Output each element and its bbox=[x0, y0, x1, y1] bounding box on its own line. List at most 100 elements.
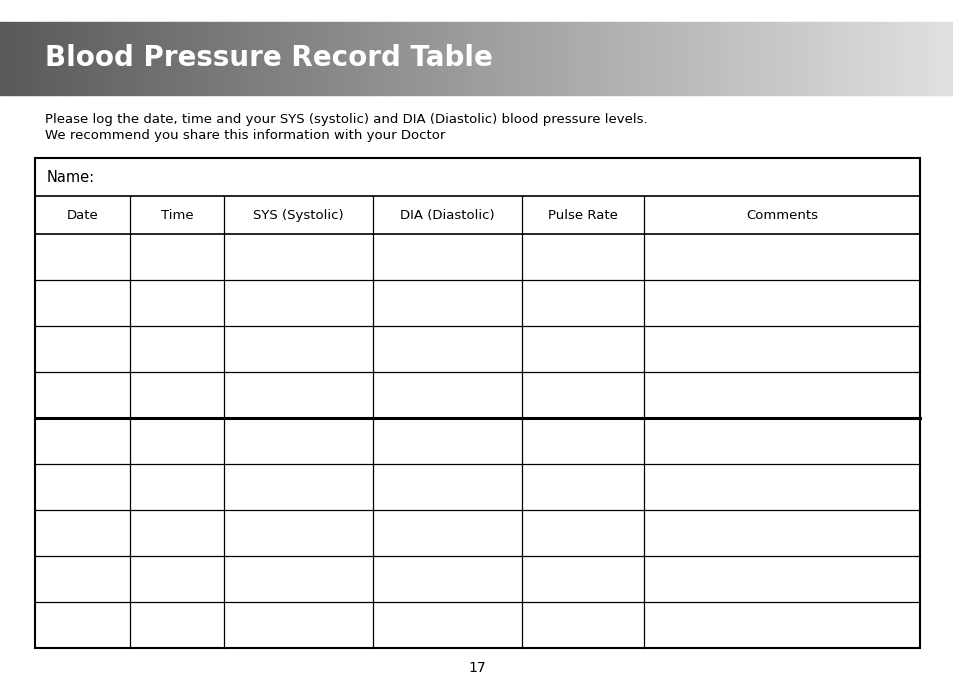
Bar bbox=[327, 22, 331, 95]
Bar bbox=[426, 22, 429, 95]
Bar bbox=[355, 22, 359, 95]
Text: Please log the date, time and your SYS (systolic) and DIA (Diastolic) blood pres: Please log the date, time and your SYS (… bbox=[45, 113, 647, 126]
Bar bbox=[603, 22, 607, 95]
Bar bbox=[784, 22, 788, 95]
Bar bbox=[598, 22, 600, 95]
Bar bbox=[0, 22, 3, 95]
Bar bbox=[419, 22, 422, 95]
Bar bbox=[743, 22, 746, 95]
Bar bbox=[569, 22, 572, 95]
Bar bbox=[791, 22, 794, 95]
Bar bbox=[664, 22, 667, 95]
Bar bbox=[70, 22, 73, 95]
Bar bbox=[210, 22, 213, 95]
Bar bbox=[378, 22, 381, 95]
Bar bbox=[29, 22, 31, 95]
Bar bbox=[493, 22, 496, 95]
Text: Pulse Rate: Pulse Rate bbox=[547, 209, 618, 222]
Bar bbox=[893, 22, 896, 95]
Bar bbox=[165, 22, 169, 95]
Bar bbox=[152, 22, 155, 95]
Bar bbox=[276, 22, 279, 95]
Bar bbox=[229, 22, 232, 95]
Bar bbox=[474, 22, 476, 95]
Bar bbox=[581, 22, 584, 95]
Bar bbox=[699, 22, 702, 95]
Bar bbox=[708, 22, 712, 95]
Bar bbox=[753, 22, 756, 95]
Bar bbox=[712, 22, 715, 95]
Bar bbox=[346, 22, 350, 95]
Bar bbox=[540, 22, 543, 95]
Bar bbox=[416, 22, 419, 95]
Bar bbox=[829, 22, 832, 95]
Bar bbox=[943, 22, 946, 95]
Bar bbox=[807, 22, 810, 95]
Bar bbox=[467, 22, 470, 95]
Bar bbox=[124, 22, 127, 95]
Bar bbox=[718, 22, 721, 95]
Bar bbox=[105, 22, 108, 95]
Bar bbox=[769, 22, 772, 95]
Bar bbox=[89, 22, 92, 95]
Bar bbox=[381, 22, 384, 95]
Bar bbox=[677, 22, 679, 95]
Bar bbox=[934, 22, 937, 95]
Bar bbox=[455, 22, 457, 95]
Bar bbox=[207, 22, 210, 95]
Bar bbox=[413, 22, 416, 95]
Bar bbox=[750, 22, 753, 95]
Bar bbox=[629, 22, 632, 95]
Bar bbox=[451, 22, 455, 95]
Bar bbox=[702, 22, 705, 95]
Bar bbox=[889, 22, 893, 95]
Bar bbox=[219, 22, 222, 95]
Bar bbox=[312, 22, 314, 95]
Bar bbox=[905, 22, 908, 95]
Bar bbox=[937, 22, 941, 95]
Bar bbox=[740, 22, 743, 95]
Bar bbox=[724, 22, 727, 95]
Bar bbox=[365, 22, 369, 95]
Bar bbox=[121, 22, 124, 95]
Bar bbox=[298, 22, 302, 95]
Bar bbox=[534, 22, 537, 95]
Text: Blood Pressure Record Table: Blood Pressure Record Table bbox=[45, 44, 492, 72]
Bar bbox=[45, 22, 48, 95]
Bar bbox=[896, 22, 899, 95]
Bar bbox=[667, 22, 670, 95]
Bar bbox=[924, 22, 927, 95]
Bar bbox=[715, 22, 718, 95]
Bar bbox=[931, 22, 934, 95]
Bar bbox=[515, 22, 517, 95]
Bar bbox=[79, 22, 83, 95]
Bar bbox=[877, 22, 880, 95]
Bar bbox=[562, 22, 565, 95]
Bar bbox=[803, 22, 807, 95]
Bar bbox=[632, 22, 636, 95]
Bar bbox=[260, 22, 264, 95]
Bar bbox=[235, 22, 238, 95]
Bar bbox=[270, 22, 274, 95]
Bar bbox=[372, 22, 375, 95]
Bar bbox=[460, 22, 464, 95]
Bar bbox=[772, 22, 775, 95]
Bar bbox=[169, 22, 172, 95]
Bar bbox=[407, 22, 410, 95]
Bar bbox=[553, 22, 556, 95]
Bar bbox=[950, 22, 953, 95]
Bar bbox=[112, 22, 114, 95]
Bar bbox=[22, 22, 26, 95]
Bar bbox=[73, 22, 76, 95]
Bar bbox=[51, 22, 54, 95]
Bar bbox=[146, 22, 150, 95]
Bar bbox=[899, 22, 902, 95]
Bar bbox=[143, 22, 146, 95]
Bar bbox=[641, 22, 645, 95]
Bar bbox=[436, 22, 438, 95]
Bar bbox=[216, 22, 219, 95]
Bar bbox=[38, 22, 41, 95]
Bar bbox=[41, 22, 45, 95]
Bar bbox=[946, 22, 950, 95]
Bar bbox=[92, 22, 95, 95]
